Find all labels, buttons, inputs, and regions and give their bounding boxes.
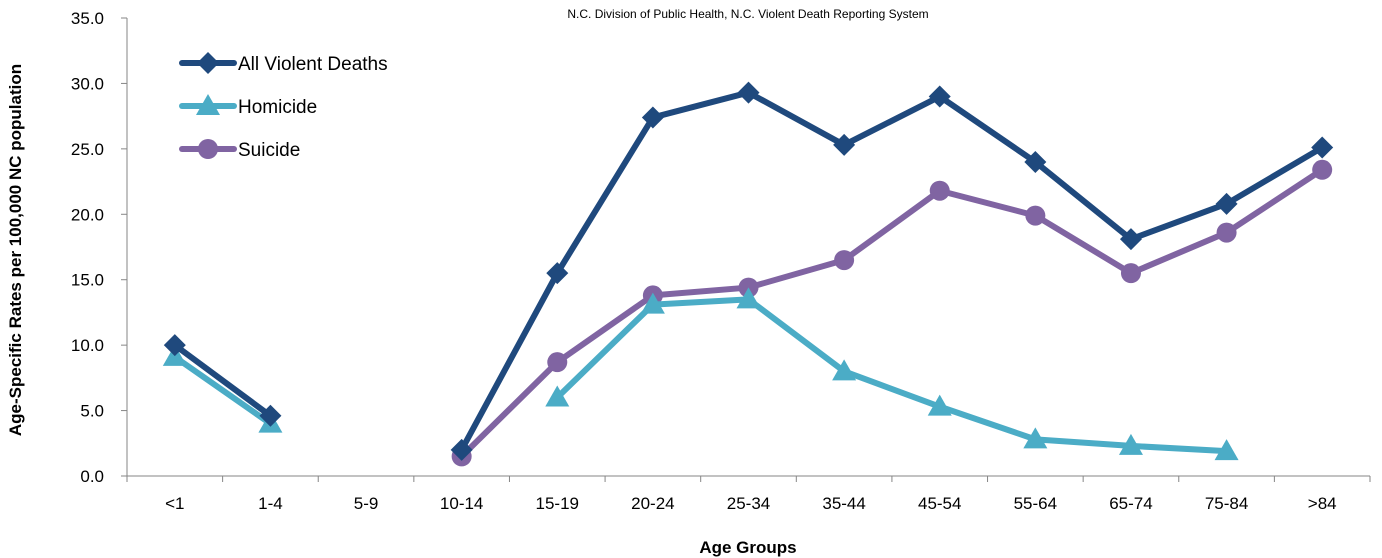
legend-marker — [198, 139, 218, 159]
data-point-all-violent-deaths — [641, 106, 664, 129]
data-point-all-violent-deaths — [833, 133, 856, 156]
legend-item-suicide: Suicide — [179, 139, 300, 161]
chart-source-note: N.C. Division of Public Health, N.C. Vio… — [567, 7, 928, 21]
x-tick-label: 15-19 — [536, 494, 579, 513]
x-tick-label: 65-74 — [1109, 494, 1152, 513]
legend-item-homicide: Homicide — [179, 94, 317, 118]
x-tick-label: <1 — [165, 494, 184, 513]
data-point-suicide — [1216, 222, 1237, 243]
x-tick-label: 75-84 — [1205, 494, 1248, 513]
y-tick-label: 5.0 — [80, 402, 104, 421]
data-point-suicide — [834, 250, 855, 271]
data-point-all-violent-deaths — [1215, 192, 1238, 215]
data-point-all-violent-deaths — [1119, 228, 1142, 251]
x-tick-label: 1-4 — [258, 494, 283, 513]
data-point-homicide — [640, 292, 665, 314]
data-point-suicide — [1120, 263, 1141, 284]
legend-label: Homicide — [238, 97, 317, 118]
y-tick-label: 15.0 — [71, 271, 104, 290]
chart-axes: 0.0 5.0 10.0 15.0 20.0 25.0 30.0 35.0 <1 1-4 5-9 10… — [71, 9, 1371, 513]
data-point-all-violent-deaths — [1311, 136, 1334, 159]
data-point-homicide — [736, 287, 761, 309]
x-tick-label: >84 — [1308, 494, 1337, 513]
x-tick-label: 55-64 — [1014, 494, 1057, 513]
data-point-all-violent-deaths — [737, 81, 760, 104]
y-tick-label: 0.0 — [80, 467, 104, 486]
data-point-homicide — [1214, 439, 1239, 461]
series-line-homicide — [171, 353, 274, 427]
series-line-all-violent-deaths — [171, 342, 274, 419]
data-point-suicide — [547, 352, 568, 373]
series-line-all-violent-deaths — [458, 89, 1326, 453]
series-suicide — [451, 159, 1333, 467]
y-tick-label: 35.0 — [71, 9, 104, 28]
data-point-homicide — [832, 359, 857, 381]
data-point-suicide — [1312, 159, 1333, 180]
y-tick-label: 30.0 — [71, 74, 104, 93]
y-tick-label: 25.0 — [71, 140, 104, 159]
y-tick-label: 10.0 — [71, 336, 104, 355]
series-all-violent-deaths — [163, 81, 1334, 461]
series-layer — [162, 81, 1334, 467]
data-point-all-violent-deaths — [163, 334, 186, 357]
legend-item-all-violent-deaths: All Violent Deaths — [179, 52, 388, 75]
x-tick-label: 20-24 — [631, 494, 674, 513]
x-tick-label: 35-44 — [822, 494, 865, 513]
data-point-homicide — [545, 385, 570, 407]
series-homicide — [162, 287, 1239, 461]
data-point-homicide — [1023, 427, 1048, 449]
data-point-homicide — [1118, 433, 1143, 455]
data-point-all-violent-deaths — [450, 438, 473, 461]
data-point-homicide — [927, 394, 952, 416]
legend-label: Suicide — [238, 140, 300, 161]
x-tick-label: 10-14 — [440, 494, 483, 513]
x-tick-label: 5-9 — [354, 494, 379, 513]
data-point-suicide — [1025, 205, 1046, 226]
chart-legend: All Violent Deaths Homicide Suicide — [179, 52, 388, 161]
data-point-all-violent-deaths — [259, 404, 282, 427]
series-line-homicide — [554, 296, 1230, 455]
x-axis-title: Age Groups — [699, 538, 796, 557]
legend-marker — [197, 52, 219, 74]
data-point-suicide — [929, 180, 950, 201]
legend-label: All Violent Deaths — [238, 54, 388, 75]
series-line-suicide — [458, 166, 1326, 460]
y-axis-title: Age-Specific Rates per 100,000 NC popula… — [6, 64, 25, 436]
legend-marker — [196, 94, 220, 115]
data-point-all-violent-deaths — [1024, 150, 1047, 173]
x-tick-label: 45-54 — [918, 494, 961, 513]
data-point-all-violent-deaths — [928, 85, 951, 108]
y-tick-label: 20.0 — [71, 205, 104, 224]
data-point-all-violent-deaths — [546, 262, 569, 285]
x-tick-label: 25-34 — [727, 494, 770, 513]
